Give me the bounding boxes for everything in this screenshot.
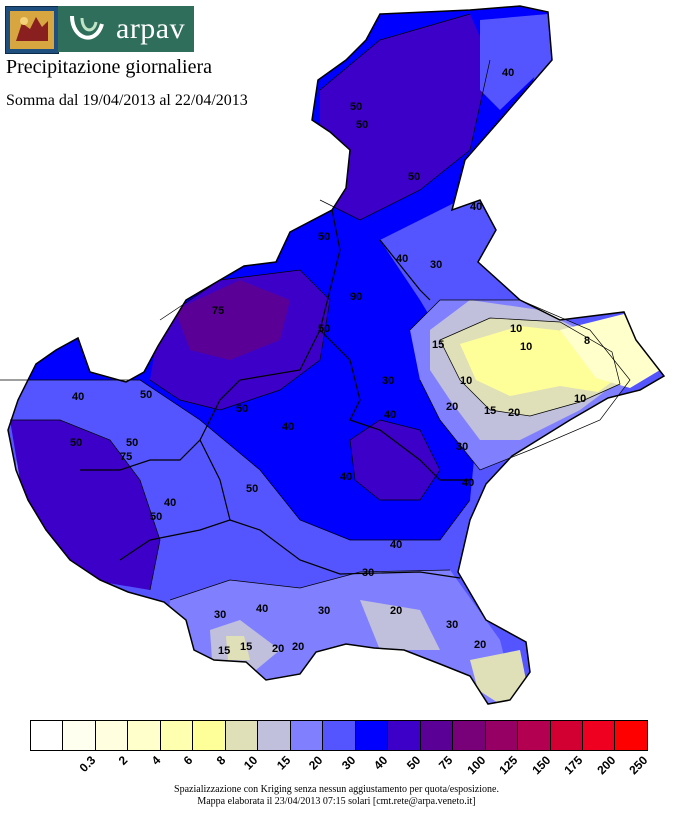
legend-swatch xyxy=(31,721,64,750)
map-title: Precipitazione giornaliera xyxy=(6,56,213,78)
contour-label: 40 xyxy=(470,201,482,213)
legend-swatch xyxy=(128,721,161,750)
map-subtitle: Somma dal 19/04/2013 al 22/04/2013 xyxy=(6,92,248,109)
contour-label: 50 xyxy=(236,403,248,415)
legend-swatch xyxy=(453,721,486,750)
contour-label: 40 xyxy=(396,253,408,265)
contour-label: 20 xyxy=(446,401,458,413)
contour-label: 50 xyxy=(70,437,82,449)
veneto-lion-logo xyxy=(5,6,59,54)
contour-label: 75 xyxy=(212,305,224,317)
contour-label: 50 xyxy=(246,483,258,495)
legend-tick-labels: 0.3 2 4 6 8 10 15 20 30 40 50 75 100 125 150 175 200 250 xyxy=(30,753,651,780)
contour-label: 20 xyxy=(390,605,402,617)
contour-label: 50 xyxy=(140,389,152,401)
contour-label: 30 xyxy=(456,441,468,453)
legend-swatch xyxy=(160,721,194,750)
legend-swatch xyxy=(95,721,129,750)
contour-label: 40 xyxy=(462,477,474,489)
arpav-logo: arpav xyxy=(58,6,194,52)
contour-label: 20 xyxy=(272,643,284,655)
legend-swatch xyxy=(355,721,389,750)
footer-method-note: Spazializzazione con Kriging senza nessu… xyxy=(174,784,499,795)
contour-label: 30 xyxy=(214,609,226,621)
contour-label: 40 xyxy=(390,539,402,551)
region-outline xyxy=(7,5,666,705)
contour-label: 50 xyxy=(356,119,368,131)
contour-label: 50 xyxy=(318,323,330,335)
legend-swatch xyxy=(550,721,583,750)
legend-swatch xyxy=(63,721,96,750)
contour-label: 50 xyxy=(126,437,138,449)
contour-label: 10 xyxy=(460,375,472,387)
contour-label: 15 xyxy=(240,641,252,653)
map-footer: Spazializzazione con Kriging senza nessu… xyxy=(0,784,673,808)
contour-label: 90 xyxy=(350,291,362,303)
legend-swatch xyxy=(582,721,616,750)
legend-swatch xyxy=(323,721,356,750)
contour-lines xyxy=(0,13,631,601)
lion-icon xyxy=(10,11,54,49)
legend-swatch xyxy=(225,721,259,750)
contour-label: 40 xyxy=(72,391,84,403)
arpav-logo-text: arpav xyxy=(116,12,186,45)
legend-swatch xyxy=(258,721,291,750)
contour-labels: 50 40 50 50 50 40 40 30 10 90 50 75 50 4… xyxy=(70,67,590,657)
legend-swatch xyxy=(518,721,551,750)
contour-label: 15 xyxy=(218,645,230,657)
contour-label: 30 xyxy=(430,259,442,271)
contour-label: 40 xyxy=(502,67,514,79)
contour-label: 40 xyxy=(282,421,294,433)
contour-label: 10 xyxy=(520,341,532,353)
contour-label: 50 xyxy=(150,511,162,523)
contour-label: 20 xyxy=(508,407,520,419)
legend-swatch xyxy=(420,721,454,750)
contour-label: 20 xyxy=(474,639,486,651)
contour-label: 40 xyxy=(256,603,268,615)
contour-label: 40 xyxy=(340,471,352,483)
color-scale-legend xyxy=(30,720,648,751)
legend-swatch xyxy=(290,721,324,750)
arpav-swirl-icon xyxy=(70,15,104,40)
contour-label: 20 xyxy=(292,641,304,653)
contour-label: 50 xyxy=(350,101,362,113)
contour-label: 50 xyxy=(408,171,420,183)
contour-label: 8 xyxy=(584,335,590,347)
legend-swatch xyxy=(485,721,519,750)
contour-label: 75 xyxy=(120,451,132,463)
legend-swatch xyxy=(615,721,647,750)
contour-label: 30 xyxy=(362,567,374,579)
contour-label: 15 xyxy=(484,405,496,417)
contour-label: 30 xyxy=(318,605,330,617)
contour-label: 40 xyxy=(164,497,176,509)
legend-swatch xyxy=(193,721,226,750)
footer-processing-note: Mappa elaborata il 23/04/2013 07:15 sola… xyxy=(197,796,476,807)
province-boundaries xyxy=(80,209,470,579)
legend-swatch xyxy=(388,721,421,750)
contour-label: 40 xyxy=(384,409,396,421)
contour-label: 10 xyxy=(510,323,522,335)
contour-label: 30 xyxy=(446,619,458,631)
contour-label: 30 xyxy=(382,375,394,387)
contour-label: 50 xyxy=(318,231,330,243)
contour-label: 15 xyxy=(432,339,444,351)
contour-label: 10 xyxy=(574,393,586,405)
